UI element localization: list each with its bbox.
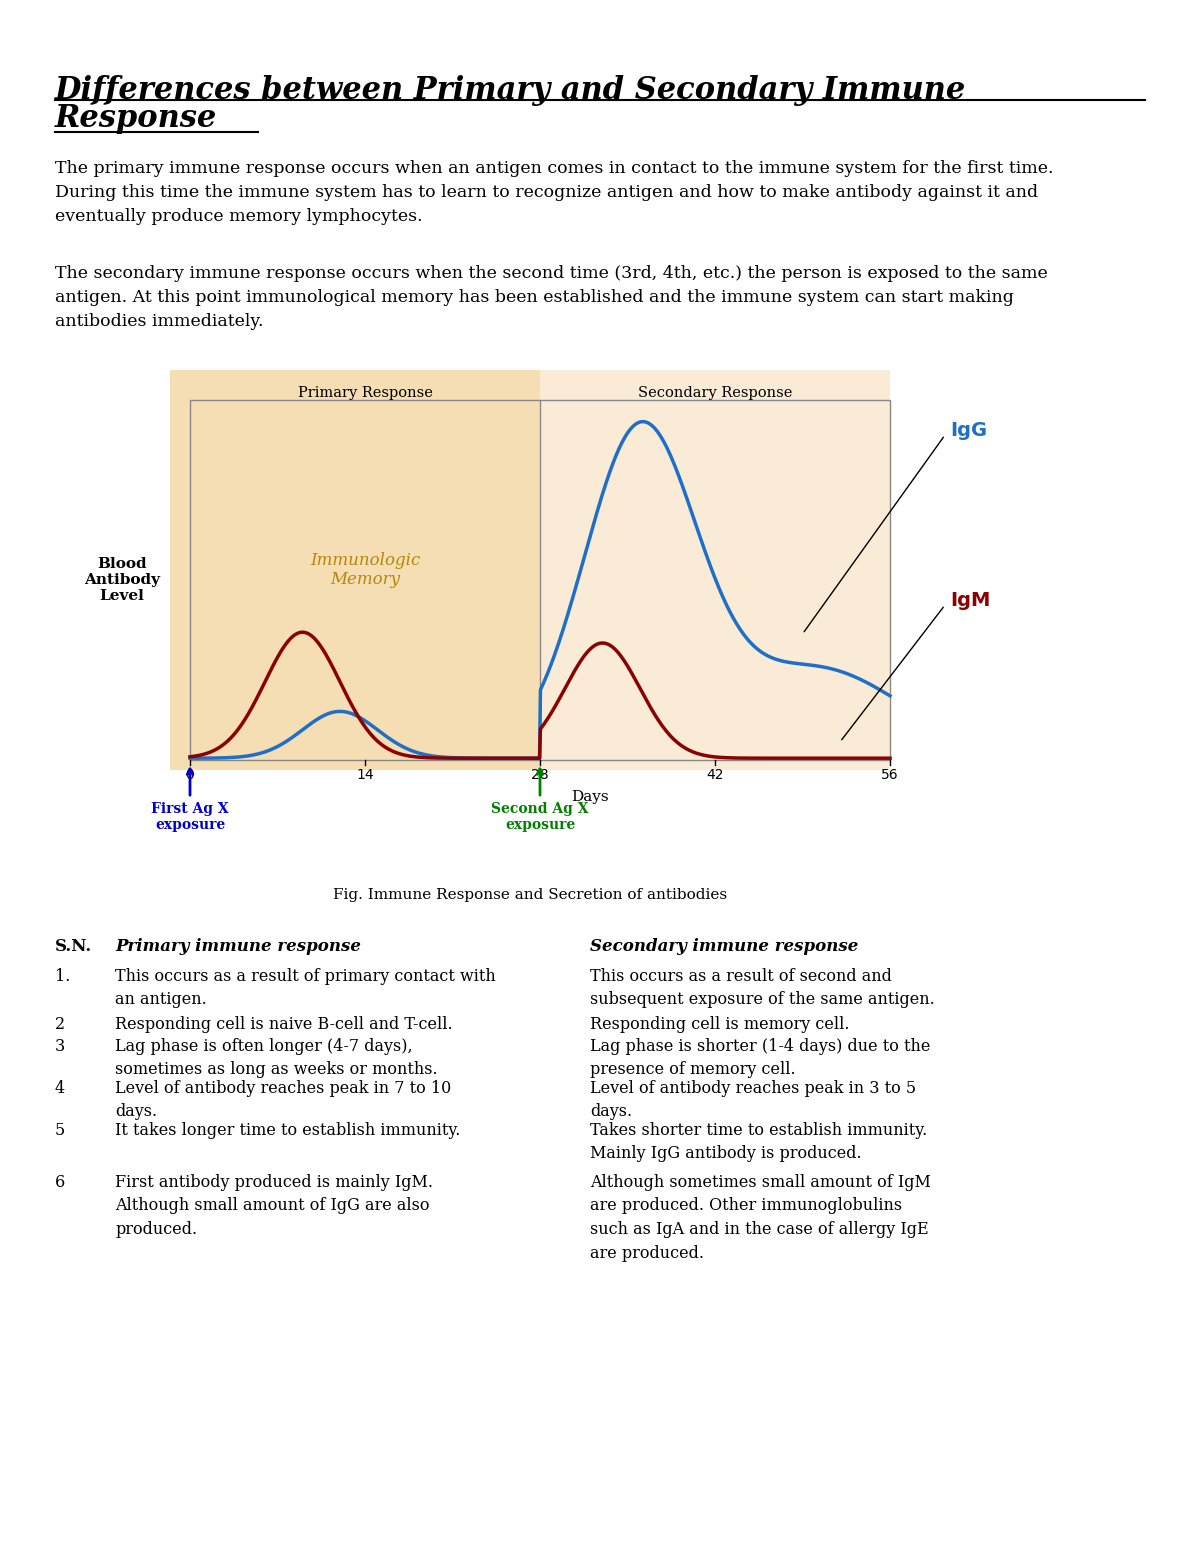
- Text: Level of antibody reaches peak in 7 to 10
days.: Level of antibody reaches peak in 7 to 1…: [115, 1079, 451, 1121]
- Text: Takes shorter time to establish immunity.
Mainly IgG antibody is produced.: Takes shorter time to establish immunity…: [590, 1121, 928, 1163]
- FancyBboxPatch shape: [170, 370, 890, 770]
- Text: This occurs as a result of second and
subsequent exposure of the same antigen.: This occurs as a result of second and su…: [590, 968, 935, 1008]
- Text: Days: Days: [571, 790, 608, 804]
- Text: 1.: 1.: [55, 968, 71, 985]
- Text: 56: 56: [881, 769, 899, 783]
- Text: 6: 6: [55, 1174, 65, 1191]
- Text: S.N.: S.N.: [55, 938, 92, 955]
- Text: First antibody produced is mainly IgM.
Although small amount of IgG are also
pro: First antibody produced is mainly IgM. A…: [115, 1174, 433, 1238]
- Text: Primary Response: Primary Response: [298, 387, 432, 401]
- FancyBboxPatch shape: [540, 370, 890, 770]
- Text: Differences between Primary and Secondary Immune: Differences between Primary and Secondar…: [55, 75, 966, 106]
- Text: IgG: IgG: [950, 421, 988, 439]
- Text: It takes longer time to establish immunity.: It takes longer time to establish immuni…: [115, 1121, 461, 1138]
- Text: This occurs as a result of primary contact with
an antigen.: This occurs as a result of primary conta…: [115, 968, 496, 1008]
- Text: 14: 14: [356, 769, 374, 783]
- Text: 0: 0: [186, 769, 194, 783]
- Text: Lag phase is often longer (4-7 days),
sometimes as long as weeks or months.: Lag phase is often longer (4-7 days), so…: [115, 1037, 438, 1078]
- Text: The secondary immune response occurs when the second time (3rd, 4th, etc.) the p: The secondary immune response occurs whe…: [55, 266, 1048, 331]
- Text: Lag phase is shorter (1-4 days) due to the
presence of memory cell.: Lag phase is shorter (1-4 days) due to t…: [590, 1037, 930, 1078]
- Text: 4: 4: [55, 1079, 65, 1096]
- Text: Primary immune response: Primary immune response: [115, 938, 361, 955]
- Text: Blood
Antibody
Level: Blood Antibody Level: [84, 558, 160, 603]
- Text: Second Ag X
exposure: Second Ag X exposure: [491, 801, 589, 832]
- Text: Secondary immune response: Secondary immune response: [590, 938, 858, 955]
- Text: 3: 3: [55, 1037, 65, 1054]
- Text: 5: 5: [55, 1121, 65, 1138]
- Text: Responding cell is memory cell.: Responding cell is memory cell.: [590, 1016, 850, 1033]
- Text: The primary immune response occurs when an antigen comes in contact to the immun: The primary immune response occurs when …: [55, 160, 1054, 225]
- Text: Immunologic
Memory: Immunologic Memory: [310, 551, 420, 589]
- Text: First Ag X
exposure: First Ag X exposure: [151, 801, 229, 832]
- Text: 2: 2: [55, 1016, 65, 1033]
- Text: IgM: IgM: [950, 590, 990, 609]
- Text: Although sometimes small amount of IgM
are produced. Other immunoglobulins
such : Although sometimes small amount of IgM a…: [590, 1174, 931, 1261]
- Text: Response: Response: [55, 102, 217, 134]
- Text: Secondary Response: Secondary Response: [638, 387, 792, 401]
- Text: Level of antibody reaches peak in 3 to 5
days.: Level of antibody reaches peak in 3 to 5…: [590, 1079, 916, 1121]
- Text: Fig. Immune Response and Secretion of antibodies: Fig. Immune Response and Secretion of an…: [332, 888, 727, 902]
- Text: 28: 28: [532, 769, 548, 783]
- Text: Responding cell is naive B-cell and T-cell.: Responding cell is naive B-cell and T-ce…: [115, 1016, 452, 1033]
- Text: 42: 42: [707, 769, 724, 783]
